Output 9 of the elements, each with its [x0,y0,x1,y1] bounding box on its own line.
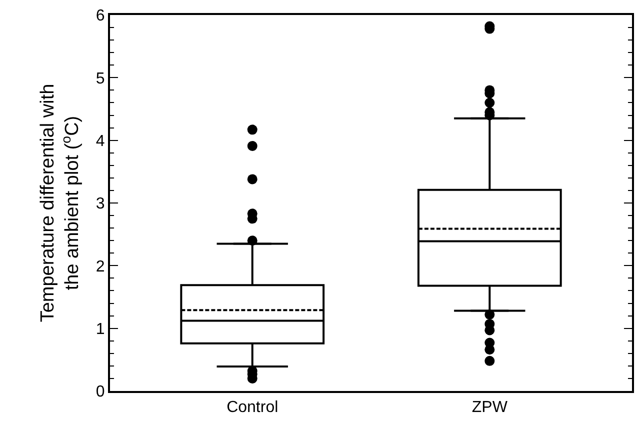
y-tick-label: 6 [96,8,105,25]
x-tick-label: Control [226,399,278,416]
y-tick-label: 0 [96,384,105,401]
y-tick-label: 2 [96,258,105,276]
y-tick-label: 4 [96,132,105,150]
y-tick-label: 1 [96,320,105,338]
y-tick-label: 5 [96,70,105,88]
x-tick-label: ZPW [472,399,508,416]
y-tick-label: 3 [96,196,105,213]
